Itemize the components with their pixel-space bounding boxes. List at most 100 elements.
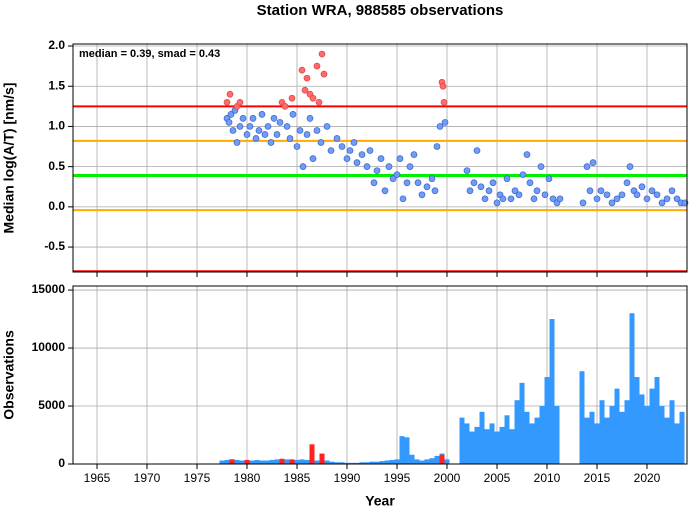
point bbox=[633, 191, 641, 199]
bar bbox=[594, 423, 600, 464]
x-tick-label: 1975 bbox=[184, 471, 211, 485]
x-tick-label: 2020 bbox=[634, 471, 661, 485]
bar bbox=[654, 377, 660, 464]
point bbox=[663, 195, 671, 203]
x-tick-label: 1970 bbox=[134, 471, 161, 485]
x-axis-label: Year bbox=[365, 493, 395, 509]
point bbox=[318, 50, 326, 58]
point bbox=[370, 179, 378, 187]
x-tick-label: 2005 bbox=[484, 471, 511, 485]
point bbox=[436, 123, 444, 130]
bar bbox=[299, 459, 305, 464]
bar bbox=[259, 460, 265, 464]
bar bbox=[599, 400, 605, 464]
bar bbox=[649, 388, 655, 464]
point bbox=[608, 199, 616, 207]
bar bbox=[399, 436, 405, 464]
x-tick-label: 1990 bbox=[334, 471, 361, 485]
point bbox=[423, 183, 431, 191]
point bbox=[653, 191, 661, 199]
point bbox=[428, 175, 436, 183]
point bbox=[229, 127, 237, 134]
point bbox=[623, 179, 631, 187]
point bbox=[414, 179, 422, 187]
bar bbox=[669, 400, 675, 464]
point bbox=[589, 159, 597, 166]
point bbox=[273, 131, 281, 138]
bar bbox=[419, 460, 425, 464]
bar bbox=[254, 459, 260, 464]
point bbox=[293, 143, 301, 150]
x-tick-label: 1980 bbox=[234, 471, 261, 485]
bar bbox=[344, 462, 350, 464]
point bbox=[236, 123, 244, 130]
x-tick-label: 2010 bbox=[534, 471, 561, 485]
point bbox=[315, 98, 323, 106]
bar bbox=[554, 406, 560, 464]
point bbox=[389, 175, 397, 183]
point bbox=[309, 94, 317, 102]
point bbox=[418, 191, 426, 199]
point bbox=[343, 155, 351, 162]
point bbox=[549, 195, 557, 203]
bar bbox=[664, 417, 670, 464]
point bbox=[252, 135, 260, 142]
point bbox=[579, 199, 587, 207]
bar bbox=[389, 459, 395, 464]
bar bbox=[414, 459, 420, 464]
bar bbox=[249, 460, 255, 464]
bar bbox=[364, 462, 370, 464]
bar bbox=[279, 458, 285, 464]
point bbox=[267, 139, 275, 146]
bar bbox=[439, 454, 445, 464]
bar bbox=[534, 417, 540, 464]
point bbox=[289, 111, 297, 118]
bar bbox=[359, 462, 365, 464]
plot-frame bbox=[72, 285, 688, 465]
point bbox=[246, 123, 254, 130]
point bbox=[226, 90, 234, 98]
bar bbox=[329, 461, 335, 464]
point bbox=[350, 139, 358, 146]
point bbox=[603, 191, 611, 199]
point bbox=[463, 167, 471, 175]
point bbox=[264, 123, 272, 130]
bar bbox=[659, 406, 665, 464]
point bbox=[255, 127, 263, 134]
point bbox=[296, 127, 304, 134]
y-tick-label: -0.5 bbox=[44, 239, 65, 253]
point bbox=[276, 119, 284, 126]
bar bbox=[519, 382, 525, 464]
bar bbox=[474, 426, 480, 464]
point bbox=[346, 147, 354, 154]
bar bbox=[384, 460, 390, 464]
point bbox=[393, 171, 401, 179]
bar bbox=[624, 400, 630, 464]
bar bbox=[234, 459, 240, 464]
point bbox=[533, 187, 541, 195]
bar bbox=[584, 417, 590, 464]
bar bbox=[459, 417, 465, 464]
bar bbox=[639, 394, 645, 464]
bar bbox=[379, 461, 385, 464]
bar bbox=[409, 454, 415, 464]
point bbox=[489, 179, 497, 187]
bar bbox=[479, 411, 485, 464]
point bbox=[313, 127, 321, 134]
point bbox=[227, 111, 235, 118]
point bbox=[223, 98, 231, 106]
bar bbox=[464, 423, 470, 464]
point bbox=[537, 163, 545, 170]
point bbox=[358, 151, 366, 158]
point bbox=[283, 123, 291, 130]
point bbox=[481, 195, 489, 203]
bar bbox=[429, 458, 435, 464]
point bbox=[466, 187, 474, 195]
point bbox=[399, 195, 407, 203]
x-tick-label: 1965 bbox=[84, 471, 111, 485]
y-tick-label: 15000 bbox=[32, 282, 66, 296]
bar bbox=[309, 444, 315, 464]
point bbox=[638, 183, 646, 191]
point bbox=[556, 195, 564, 203]
